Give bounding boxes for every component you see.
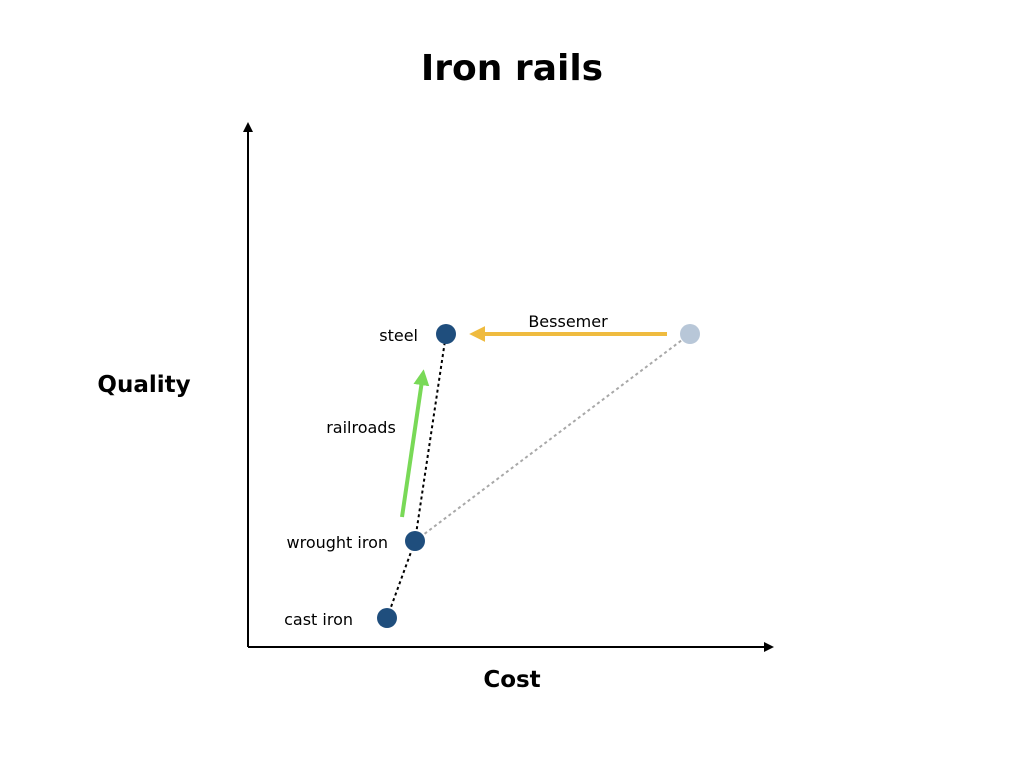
railroads-arrow	[400, 369, 430, 518]
y-axis-label: Quality	[97, 372, 190, 398]
x-axis-label: Cost	[483, 667, 540, 693]
bessemer-label: Bessemer	[528, 312, 608, 331]
steel-point	[436, 324, 456, 344]
cast-iron-point	[377, 608, 397, 628]
railroads-label: railroads	[326, 418, 396, 437]
wrought-iron-label: wrought iron	[287, 533, 389, 552]
steel-label: steel	[379, 326, 418, 345]
cast-iron-label: cast iron	[284, 610, 353, 629]
wrought-to-steel-dashed-line	[414, 333, 447, 542]
grey-dashed-line	[414, 333, 691, 542]
cast-to-wrought-dashed-line	[386, 540, 416, 619]
steel-pre-bessemer-point	[680, 324, 700, 344]
wrought-iron-point	[405, 531, 425, 551]
diagram-title: Iron rails	[421, 48, 603, 89]
